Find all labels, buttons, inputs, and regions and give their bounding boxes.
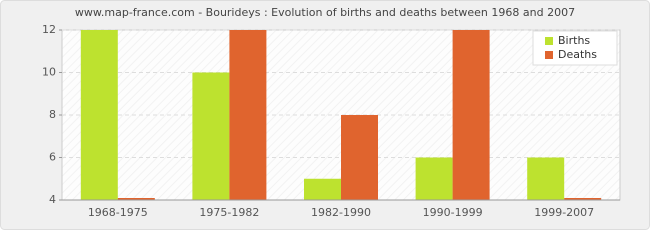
bar [452, 30, 490, 200]
y-tick-label: 4 [49, 193, 56, 206]
bar [117, 198, 155, 200]
bar [415, 157, 453, 200]
bar [80, 30, 118, 200]
bar [341, 115, 378, 200]
x-tick-label: 1982-1990 [311, 206, 371, 219]
y-tick-label: 6 [49, 151, 56, 164]
x-tick-label: 1999-2007 [534, 206, 594, 219]
y-tick-label: 12 [42, 23, 56, 36]
bar [527, 157, 565, 200]
chart: www.map-france.com - Bourideys : Evoluti… [0, 0, 650, 230]
chart-title: www.map-france.com - Bourideys : Evoluti… [75, 6, 575, 19]
legend-box [532, 30, 618, 66]
legend-label: Births [558, 34, 590, 47]
legend-swatch [545, 51, 553, 59]
x-tick-label: 1990-1999 [423, 206, 483, 219]
bar [564, 198, 602, 200]
legend-swatch [545, 37, 553, 45]
bar [229, 30, 267, 200]
x-tick-label: 1975-1982 [199, 206, 259, 219]
bar [192, 72, 230, 200]
legend-label: Deaths [558, 48, 597, 61]
y-tick-label: 8 [49, 108, 56, 121]
y-tick-label: 10 [42, 66, 56, 79]
x-tick-label: 1968-1975 [88, 206, 148, 219]
bar [304, 178, 341, 200]
